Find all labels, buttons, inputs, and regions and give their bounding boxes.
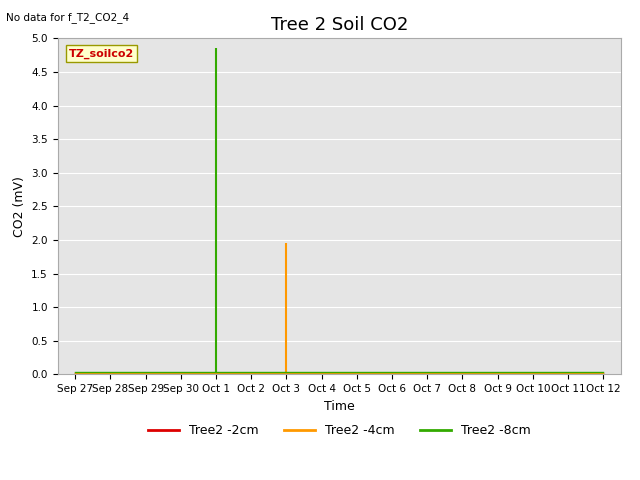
Tree2 -2cm <box>388 370 396 376</box>
Tree2 -8cm <box>177 370 184 375</box>
Tree2 -2cm <box>247 370 255 376</box>
Tree2 -4cm <box>529 370 536 376</box>
Tree2 -4cm <box>599 370 607 376</box>
Tree2 -8cm <box>529 370 536 375</box>
Tree2 -2cm <box>564 370 572 376</box>
Tree2 -2cm <box>106 370 114 376</box>
Title: Tree 2 Soil CO2: Tree 2 Soil CO2 <box>271 16 408 34</box>
X-axis label: Time: Time <box>324 400 355 413</box>
Tree2 -8cm <box>424 370 431 375</box>
Tree2 -4cm <box>424 370 431 376</box>
Tree2 -4cm <box>283 370 291 376</box>
Tree2 -2cm <box>599 370 607 376</box>
Tree2 -4cm <box>494 370 502 376</box>
Tree2 -4cm <box>458 370 466 376</box>
Tree2 -8cm <box>388 370 396 375</box>
Tree2 -2cm <box>317 370 325 376</box>
Tree2 -8cm <box>247 370 255 375</box>
Tree2 -4cm <box>564 370 572 376</box>
Tree2 -4cm <box>388 370 396 376</box>
Tree2 -8cm <box>317 370 325 375</box>
Tree2 -2cm <box>177 370 184 376</box>
Tree2 -8cm <box>212 370 220 375</box>
Tree2 -2cm <box>458 370 466 376</box>
Text: No data for f_T2_CO2_4: No data for f_T2_CO2_4 <box>6 12 129 23</box>
Tree2 -8cm <box>106 370 114 375</box>
Tree2 -2cm <box>141 370 149 376</box>
Text: TZ_soilco2: TZ_soilco2 <box>69 48 134 59</box>
Tree2 -4cm <box>106 370 114 376</box>
Tree2 -2cm <box>529 370 536 376</box>
Tree2 -8cm <box>71 370 79 375</box>
Tree2 -4cm <box>247 370 255 376</box>
Tree2 -4cm <box>177 370 184 376</box>
Tree2 -2cm <box>283 370 291 376</box>
Tree2 -8cm <box>141 370 149 375</box>
Tree2 -8cm <box>599 370 607 375</box>
Tree2 -4cm <box>317 370 325 376</box>
Tree2 -4cm <box>353 370 361 376</box>
Tree2 -4cm <box>71 370 79 376</box>
Tree2 -8cm <box>564 370 572 375</box>
Tree2 -8cm <box>353 370 361 375</box>
Tree2 -8cm <box>494 370 502 375</box>
Tree2 -2cm <box>353 370 361 376</box>
Tree2 -2cm <box>212 370 220 376</box>
Tree2 -4cm <box>212 370 220 376</box>
Legend: Tree2 -2cm, Tree2 -4cm, Tree2 -8cm: Tree2 -2cm, Tree2 -4cm, Tree2 -8cm <box>143 419 536 442</box>
Tree2 -8cm <box>283 370 291 375</box>
Tree2 -2cm <box>494 370 502 376</box>
Tree2 -2cm <box>424 370 431 376</box>
Tree2 -8cm <box>458 370 466 375</box>
Tree2 -2cm <box>71 370 79 376</box>
Tree2 -4cm <box>141 370 149 376</box>
Y-axis label: CO2 (mV): CO2 (mV) <box>13 176 26 237</box>
